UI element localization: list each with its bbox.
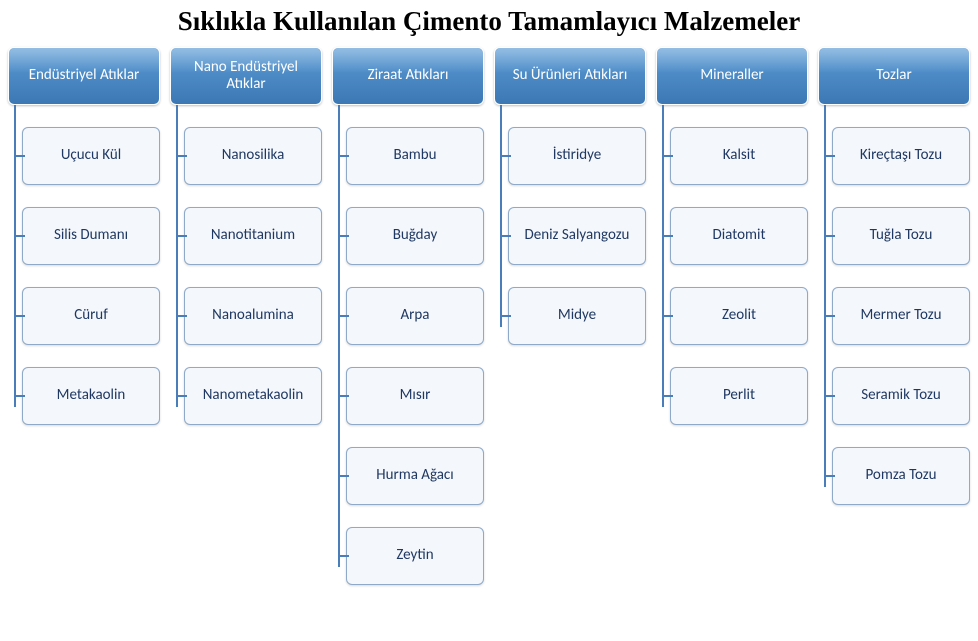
item-box: Uçucu Kül xyxy=(22,127,160,185)
column: Endüstriyel Atıklar Uçucu Kül Silis Dumanı… xyxy=(8,47,160,585)
column-header: Nano Endüstriyel Atıklar xyxy=(170,47,322,105)
item-box: Nanosilika xyxy=(184,127,322,185)
column: Su Ürünleri Atıkları İstiridye Deniz Salya… xyxy=(494,47,646,585)
item-box: İstiridye xyxy=(508,127,646,185)
connector-tick xyxy=(663,395,673,397)
column-tree: İstiridye Deniz Salyangozu Midye xyxy=(494,105,646,345)
column-tree: Kalsit Diatomit Zeolit Perlit xyxy=(656,105,808,425)
item-box: Seramik Tozu xyxy=(832,367,970,425)
column: Mineraller Kalsit Diatomit Zeolit Perlit xyxy=(656,47,808,585)
tree-item: Kalsit xyxy=(670,105,808,185)
item-box: Buğday xyxy=(346,207,484,265)
item-box: Diatomit xyxy=(670,207,808,265)
item-box: Mermer Tozu xyxy=(832,287,970,345)
connector-tick xyxy=(15,395,25,397)
tree-item: Perlit xyxy=(670,345,808,425)
column-header: Ziraat Atıkları xyxy=(332,47,484,105)
item-box: Cüruf xyxy=(22,287,160,345)
tree-item: Tuğla Tozu xyxy=(832,185,970,265)
item-box: Zeolit xyxy=(670,287,808,345)
tree-item: Nanotitanium xyxy=(184,185,322,265)
column-header: Mineraller xyxy=(656,47,808,105)
column-header: Tozlar xyxy=(818,47,970,105)
connector-tick xyxy=(501,235,511,237)
tree-item: Pomza Tozu xyxy=(832,425,970,505)
tree-item: Bambu xyxy=(346,105,484,185)
item-box: Nanotitanium xyxy=(184,207,322,265)
tree-item: Arpa xyxy=(346,265,484,345)
tree-item: Buğday xyxy=(346,185,484,265)
item-box: Arpa xyxy=(346,287,484,345)
connector-tick xyxy=(339,555,349,557)
item-box: Silis Dumanı xyxy=(22,207,160,265)
tree-item: Uçucu Kül xyxy=(22,105,160,185)
connector-tick xyxy=(663,235,673,237)
item-box: Tuğla Tozu xyxy=(832,207,970,265)
connector-tick xyxy=(339,475,349,477)
tree-item: Cüruf xyxy=(22,265,160,345)
connector-tick xyxy=(339,235,349,237)
tree-item: Midye xyxy=(508,265,646,345)
tree-item: Zeolit xyxy=(670,265,808,345)
column-tree: Nanosilika Nanotitanium Nanoalumina Nanomet… xyxy=(170,105,322,425)
item-box: Deniz Salyangozu xyxy=(508,207,646,265)
connector-tick xyxy=(339,315,349,317)
item-box: Nanoalumina xyxy=(184,287,322,345)
item-box: Mısır xyxy=(346,367,484,425)
item-box: Metakaolin xyxy=(22,367,160,425)
connector-tick xyxy=(663,315,673,317)
connector-tick xyxy=(177,315,187,317)
connector-tick xyxy=(339,155,349,157)
item-box: Perlit xyxy=(670,367,808,425)
item-box: Bambu xyxy=(346,127,484,185)
item-box: Kalsit xyxy=(670,127,808,185)
item-box: Pomza Tozu xyxy=(832,447,970,505)
tree-item: Metakaolin xyxy=(22,345,160,425)
connector-tick xyxy=(825,475,835,477)
connector-tick xyxy=(825,155,835,157)
tree-item: Seramik Tozu xyxy=(832,345,970,425)
column: Tozlar Kireçtaşı Tozu Tuğla Tozu Mermer Toz… xyxy=(818,47,970,585)
tree-item: Nanosilika xyxy=(184,105,322,185)
item-box: Midye xyxy=(508,287,646,345)
connector-tick xyxy=(15,315,25,317)
tree-item: Nanometakaolin xyxy=(184,345,322,425)
connector-tick xyxy=(177,235,187,237)
tree-item: Hurma Ağacı xyxy=(346,425,484,505)
column: Ziraat Atıkları Bambu Buğday Arpa Mısır Hurma… xyxy=(332,47,484,585)
connector-tick xyxy=(15,235,25,237)
connector-tick xyxy=(501,315,511,317)
item-box: Nanometakaolin xyxy=(184,367,322,425)
tree-item: Zeytin xyxy=(346,505,484,585)
connector-tick xyxy=(15,155,25,157)
connector-tick xyxy=(663,155,673,157)
column-header: Endüstriyel Atıklar xyxy=(8,47,160,105)
tree-item: Nanoalumina xyxy=(184,265,322,345)
connector-tick xyxy=(177,395,187,397)
diagram-columns: Endüstriyel Atıklar Uçucu Kül Silis Dumanı… xyxy=(0,47,978,585)
column-header: Su Ürünleri Atıkları xyxy=(494,47,646,105)
item-box: Zeytin xyxy=(346,527,484,585)
tree-item: Deniz Salyangozu xyxy=(508,185,646,265)
tree-item: Mermer Tozu xyxy=(832,265,970,345)
tree-item: Silis Dumanı xyxy=(22,185,160,265)
connector-tick xyxy=(339,395,349,397)
item-box: Kireçtaşı Tozu xyxy=(832,127,970,185)
connector-tick xyxy=(177,155,187,157)
page-title: Sıklıkla Kullanılan Çimento Tamamlayıcı … xyxy=(0,0,978,47)
tree-item: Diatomit xyxy=(670,185,808,265)
column: Nano Endüstriyel Atıklar Nanosilika Nanoti… xyxy=(170,47,322,585)
column-tree: Bambu Buğday Arpa Mısır Hurma Ağacı Zeytin xyxy=(332,105,484,585)
connector-tick xyxy=(501,155,511,157)
tree-item: Mısır xyxy=(346,345,484,425)
connector-tick xyxy=(825,395,835,397)
column-tree: Kireçtaşı Tozu Tuğla Tozu Mermer Tozu Seram… xyxy=(818,105,970,505)
connector-tick xyxy=(825,315,835,317)
tree-item: Kireçtaşı Tozu xyxy=(832,105,970,185)
tree-item: İstiridye xyxy=(508,105,646,185)
item-box: Hurma Ağacı xyxy=(346,447,484,505)
connector-tick xyxy=(825,235,835,237)
column-tree: Uçucu Kül Silis Dumanı Cüruf Metakaolin xyxy=(8,105,160,425)
